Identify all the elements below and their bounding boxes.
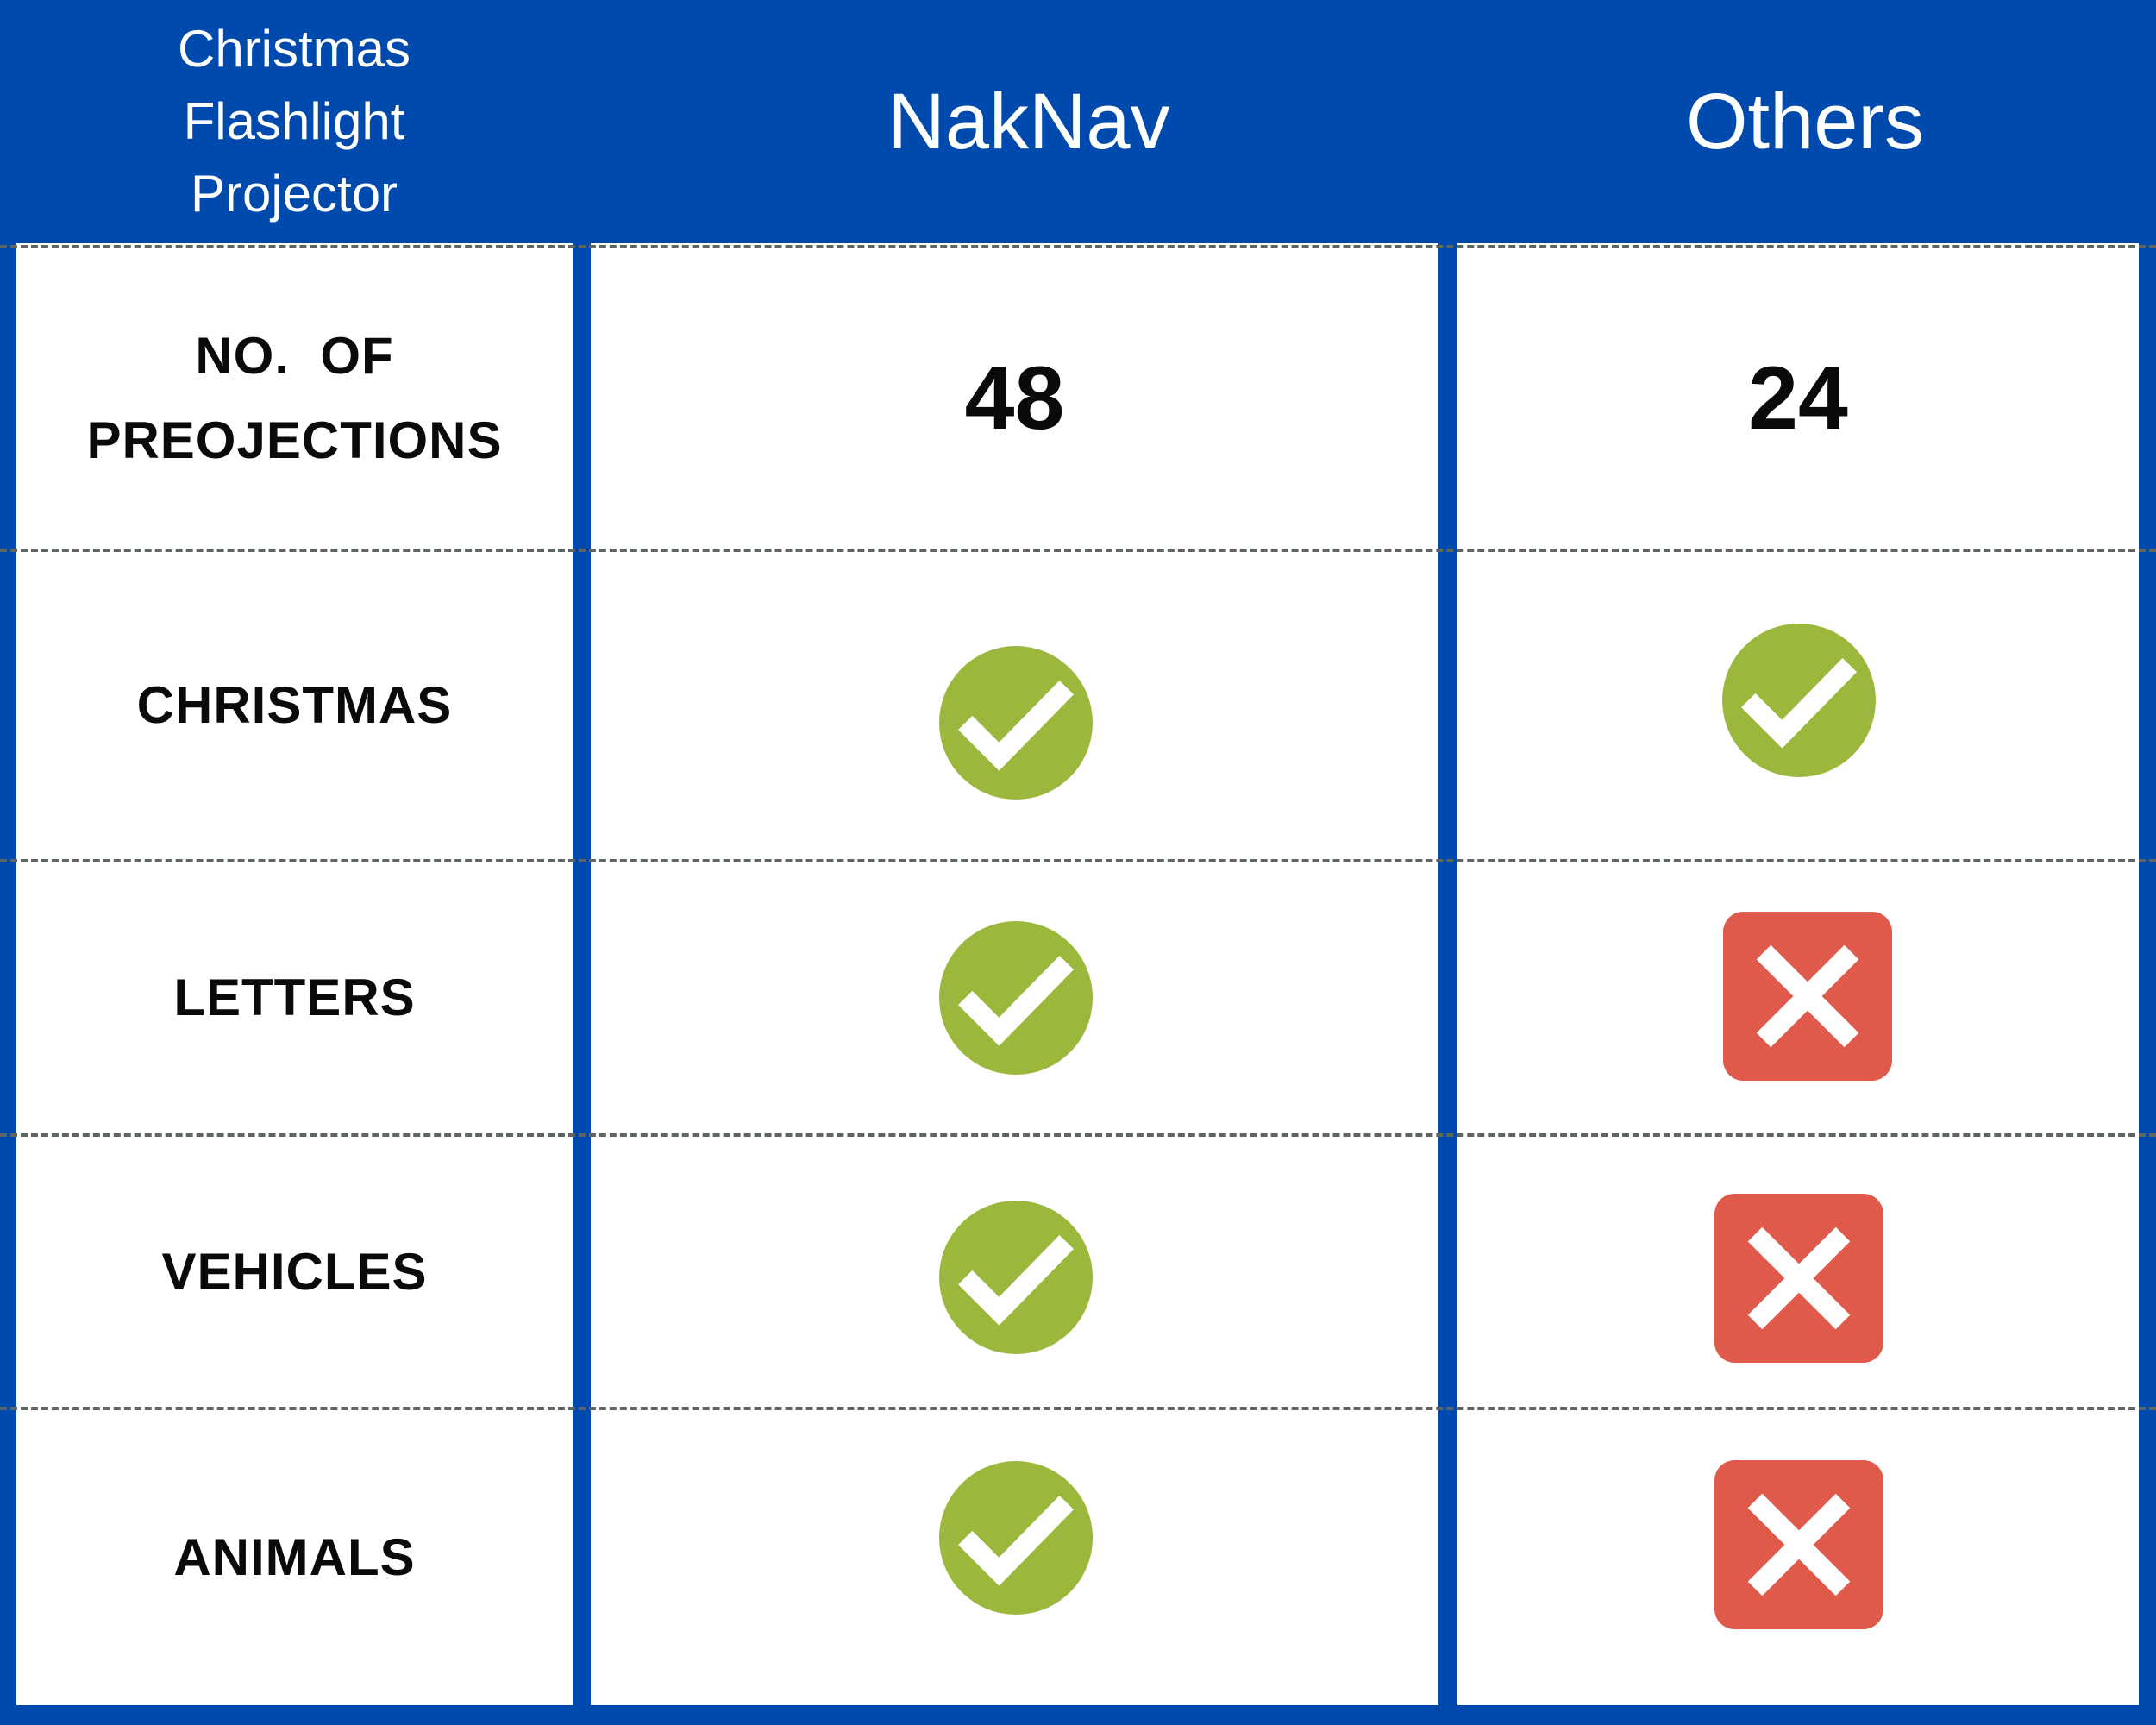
cross-square-icon: [1714, 1194, 1883, 1363]
row-label-line-1: NO. OF: [195, 327, 394, 385]
row-label-animals: ANIMALS: [173, 1528, 416, 1586]
row-divider: [0, 1133, 2156, 1137]
column-header-naknav: NakNav: [887, 77, 1170, 166]
row-label-christmas: CHRISTMAS: [136, 676, 453, 734]
label-column: [16, 243, 573, 1705]
row-label-letters: LETTERS: [173, 969, 416, 1026]
table-header-label: Christmas Flashlight Projector: [0, 0, 588, 243]
column-header-others: Others: [1685, 77, 1925, 166]
header-label-line-2: Flashlight: [183, 92, 405, 150]
check-circle-icon: [939, 921, 1093, 1075]
row-label-projections: NO. OF PREOJECTIONS: [16, 248, 573, 549]
row-divider: [0, 549, 2156, 552]
row-divider: [0, 859, 2156, 862]
header-label-line-1: Christmas: [177, 20, 411, 78]
header-label-line-3: Projector: [190, 165, 398, 223]
row-divider: [0, 1407, 2156, 1410]
check-circle-icon: [939, 646, 1093, 800]
row-label-line-2: PREOJECTIONS: [86, 411, 503, 469]
cross-square-icon: [1723, 912, 1892, 1081]
cross-square-icon: [1714, 1460, 1883, 1629]
naknav-projection-count: 48: [964, 348, 1065, 448]
check-circle-icon: [939, 1461, 1093, 1615]
row-divider: [0, 245, 2156, 248]
check-circle-icon: [939, 1201, 1093, 1354]
row-label-vehicles: VEHICLES: [161, 1242, 428, 1301]
others-projection-count: 24: [1748, 348, 1848, 448]
check-circle-icon: [1722, 624, 1876, 777]
